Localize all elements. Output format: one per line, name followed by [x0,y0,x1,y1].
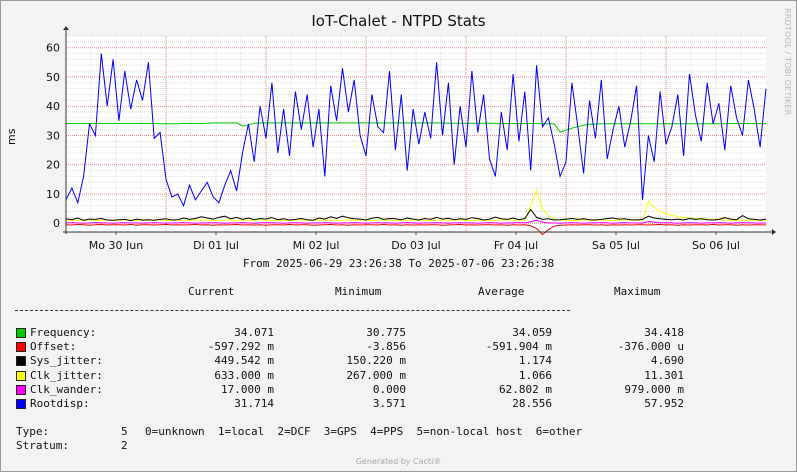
x-tick-label: Mo 30 Jun [89,239,143,250]
legend-average: 1.174 [518,354,552,368]
legend-minimum: 0.000 [372,382,406,396]
y-tick-label: 10 [46,188,60,201]
y-tick-label: 40 [46,100,60,113]
legend-average: 1.066 [518,368,552,382]
chart-title: IoT-Chalet - NTPD Stats [311,12,486,30]
header-current: Current [188,285,235,298]
grid-lines [66,35,766,232]
ntpd-line-chart: 0 10 20 30 40 50 60 Mo 30 Jun Di 01 Jul Mi 02 Jul… [46,26,776,250]
type-value: 5 [121,425,128,438]
header-average: Average [478,285,525,298]
y-tick-label: 60 [46,42,60,55]
series-line [65,53,767,208]
y-tick-label: 0 [53,217,60,230]
legend-label: Offset: [30,340,77,354]
type-label: Type: [16,425,50,438]
legend-current: 633.000 m [214,368,274,382]
legend-current: 449.542 m [214,354,274,368]
series-layer [65,53,767,236]
legend-current: 17.000 m [221,382,274,396]
y-axis-arrow [63,26,69,30]
x-tick-label: Sa 05 Jul [592,239,640,250]
legend-average: 34.059 [512,326,552,339]
footer-generated-by: Generated by Cacti® [355,457,442,466]
rrdtool-watermark: RRDTOOL / TOBI OETIKER [783,8,792,116]
legend-minimum: 267.000 m [346,368,406,382]
y-tick-label: 30 [46,129,60,142]
legend-swatch [16,399,26,409]
legend-current: -597.292 m [207,340,274,354]
legend-maximum: 11.301 [644,368,684,382]
x-tick-label: Mi 02 Jul [293,239,340,250]
legend-swatch [16,356,26,367]
y-tick-label: 20 [46,159,60,172]
series-line [65,208,767,222]
legend-label: Frequency: [30,326,97,339]
legend-average: 28.556 [512,397,552,410]
legend-divider [15,310,570,311]
header-minimum: Minimum [335,285,382,298]
legend-row: Sys_jitter: 449.542 m 150.220 m 1.174 4.690 [0,354,797,368]
stratum-label: Stratum: [16,439,69,452]
x-tick-label: Do 03 Jul [391,239,440,250]
legend-label: Clk_wander: [30,382,103,396]
series-line [65,219,767,224]
legend-minimum: 30.775 [366,326,406,339]
legend-row: Rootdisp: 31.714 3.571 28.556 57.952 [0,397,797,411]
legend-minimum: 150.220 m [346,354,406,368]
legend-maximum: 34.418 [644,326,684,339]
y-tick-label: 50 [46,71,60,84]
axes: 0 10 20 30 40 50 60 Mo 30 Jun Di 01 Jul Mi 02 Jul… [46,26,776,250]
legend-current: 31.714 [234,397,274,410]
legend-maximum: 57.952 [644,397,684,410]
legend-maximum: -376.000 u [617,340,684,354]
legend-average: 62.802 m [499,382,552,396]
legend-current: 34.071 [234,326,274,339]
legend-label: Sys_jitter: [30,354,103,368]
legend-swatch [16,342,26,353]
legend-maximum: 979.000 m [624,382,684,396]
series-line [66,122,766,133]
legend-average: -591.904 m [485,340,552,354]
legend-row: Clk_wander: 17.000 m 0.000 62.802 m 979.000 … [0,383,797,397]
header-maximum: Maximum [614,285,661,298]
legend-row: Offset: -597.292 m -3.856 -591.904 m -376.00… [0,340,797,354]
stratum-value: 2 [121,439,128,452]
legend-row: Clk_jitter: 633.000 m 267.000 m 1.066 11.301 [0,369,797,383]
legend-label: Clk_jitter: [30,368,103,382]
series-line [65,223,767,236]
x-axis-arrow [772,229,776,235]
legend-swatch [16,370,26,381]
x-tick-label: Di 01 Jul [193,239,239,250]
legend-label: Rootdisp: [30,397,90,410]
legend-swatch [16,384,26,395]
legend-maximum: 4.690 [650,354,684,368]
x-tick-label: Fr 04 Jul [494,239,538,250]
legend-minimum: 3.571 [372,397,406,410]
time-range: From 2025-06-29 23:26:38 To 2025-07-06 2… [242,257,555,270]
legend-row: Frequency: 34.071 30.775 34.059 34.418 [0,326,797,340]
x-tick-label: So 06 Jul [692,239,740,250]
legend-swatch [16,328,26,338]
type-legend: 0=unknown 1=local 2=DCF 3=GPS 4=PPS 5=no… [145,425,583,438]
legend-minimum: -3.856 [366,340,406,354]
